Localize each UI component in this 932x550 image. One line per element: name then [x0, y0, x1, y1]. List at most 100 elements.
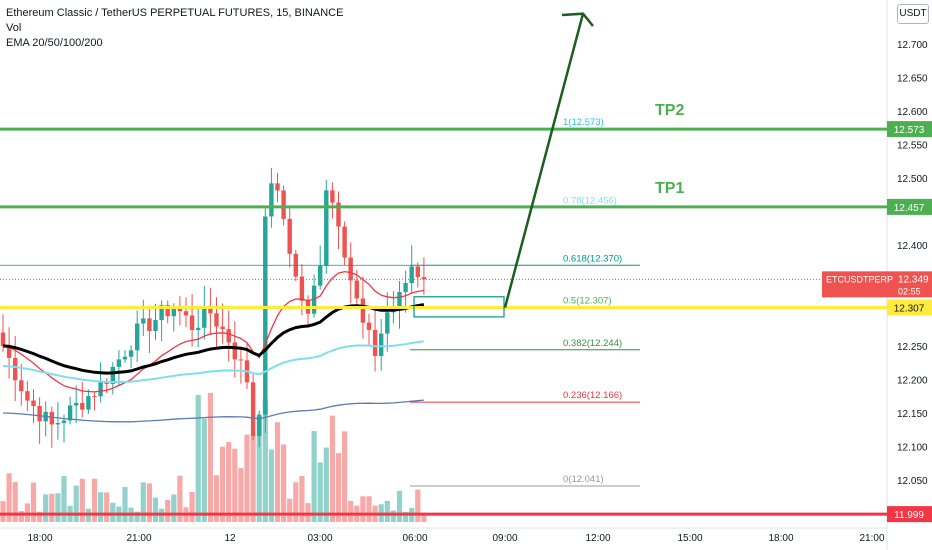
volume-bar [335, 453, 342, 522]
volume-bar [122, 487, 128, 522]
candle-body [232, 342, 237, 360]
candle-body [19, 380, 24, 392]
volume-bar [140, 482, 146, 522]
candle-body [342, 226, 347, 258]
level-price-tag [887, 299, 932, 316]
time-tick-label: 18:00 [27, 533, 52, 544]
price-tick-label: 12.400 [897, 241, 928, 252]
time-tick-label: 03:00 [307, 533, 332, 544]
volume-bar [43, 494, 49, 522]
candle-body [74, 402, 79, 406]
projection-arrow-head [561, 12, 594, 27]
volume-bar [342, 431, 348, 522]
candle-body [220, 326, 225, 330]
candle-body [379, 333, 384, 356]
volume-bar [104, 492, 110, 522]
ema-100-line [2, 340, 425, 383]
candle-body [135, 323, 140, 351]
candle-body [202, 306, 207, 328]
candle-body [336, 202, 341, 227]
level-label-tp1: TP1 [655, 180, 684, 197]
volume-bar [177, 475, 183, 522]
level-price-tag [887, 198, 932, 215]
volume-bar [244, 434, 250, 522]
chart-title: Ethereum Classic / TetherUS PERPETUAL FU… [6, 7, 344, 19]
volume-bar [6, 473, 12, 522]
volume-bar [232, 448, 238, 522]
volume-bar [49, 493, 55, 522]
time-tick-label: 21:00 [859, 533, 884, 544]
candle-body [196, 327, 201, 331]
current-price-value: 12.349 [898, 274, 929, 285]
candle-body [360, 298, 366, 323]
volume-bar [110, 502, 116, 522]
currency-unit-button[interactable]: USDT [897, 4, 929, 24]
chart-header: Ethereum Classic / TetherUS PERPETUAL FU… [6, 6, 343, 51]
volume-bar [384, 500, 390, 522]
candle-body [409, 266, 414, 284]
candle-body [397, 291, 402, 307]
price-tick-label: 12.100 [897, 442, 928, 453]
volume-bar [91, 478, 98, 522]
volume-bar [281, 444, 287, 522]
price-tick-label: 12.650 [897, 73, 928, 84]
candles-group [0, 167, 427, 448]
volume-bar [250, 435, 256, 522]
fib-level-0.382-label: 0.382(12.244) [563, 338, 622, 349]
candle-body [0, 332, 6, 346]
candle-body [189, 315, 195, 331]
ema-20-line [2, 270, 425, 393]
candle-body [171, 307, 176, 317]
volume-bar [256, 415, 262, 522]
price-tick-label: 12.200 [897, 375, 928, 386]
candle-body [269, 183, 274, 217]
projection-arrow[interactable] [503, 13, 585, 308]
indicator-volume-label: Vol [6, 22, 22, 34]
fib-level-0.78-label: 0.78(12.456) [563, 196, 617, 207]
candle-body [141, 318, 146, 324]
time-tick-label: 15:00 [677, 533, 702, 544]
volume-bar [61, 476, 67, 522]
volume-bar [207, 392, 213, 522]
candle-body [354, 280, 359, 299]
time-tick-label: 12 [224, 533, 236, 544]
volume-bar [299, 475, 305, 522]
candle-body [153, 320, 158, 332]
candle-body [55, 423, 61, 425]
candle-body [324, 190, 329, 266]
price-tick-label: 12.600 [897, 107, 928, 118]
volume-bar [305, 503, 311, 522]
level-price-tag [887, 121, 932, 138]
candle-body [208, 306, 213, 314]
price-tick-label: 12.700 [897, 40, 928, 51]
volume-bar [171, 494, 177, 522]
candle-body [275, 183, 280, 191]
candle-body [299, 276, 305, 301]
time-tick-label: 21:00 [126, 533, 151, 544]
price-tick-label: 12.550 [897, 141, 928, 152]
volume-bar [134, 511, 140, 522]
candle-body [287, 218, 292, 254]
volume-bar [37, 511, 43, 522]
candle-body [177, 307, 183, 312]
candle-body [67, 405, 73, 421]
volume-bar [30, 482, 37, 522]
candle-body [226, 329, 231, 343]
fib-level-1-label: 1(12.573) [563, 117, 604, 128]
volume-bar [396, 490, 403, 522]
volume-bar [274, 422, 281, 522]
volume-bar [421, 512, 427, 522]
candle-body [214, 313, 219, 327]
volume-bar [226, 442, 232, 522]
volume-bar [146, 483, 152, 522]
volume-bar [213, 475, 220, 522]
candle-body [183, 311, 189, 316]
volume-bar [73, 485, 79, 522]
candle-body [366, 322, 372, 330]
candle-body [403, 283, 408, 292]
volume-bar [55, 493, 61, 522]
volume-bar [268, 449, 274, 522]
fib-level-0.236-label: 0.236(12.166) [563, 390, 622, 401]
volume-bar [348, 500, 354, 522]
